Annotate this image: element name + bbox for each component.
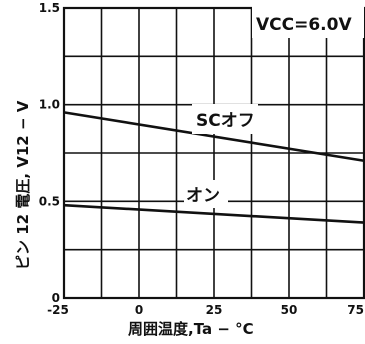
x-tick-label: 50 — [281, 303, 298, 317]
y-tick-labels: 0 0.5 1.0 1.5 — [39, 1, 60, 305]
x-tick-label: 25 — [206, 303, 223, 317]
annotation-vcc: VCC=6.0V — [256, 15, 352, 35]
series-label-on: オン — [186, 186, 220, 206]
y-tick-label: 0 — [52, 291, 60, 305]
series-line-0 — [63, 111, 365, 163]
annotation-box — [252, 4, 364, 38]
y-axis-label: ピン 12 電圧, V12 − V — [14, 100, 32, 270]
series-line-1 — [63, 203, 365, 224]
x-axis-label: 周囲温度,Ta − °C — [128, 320, 254, 338]
y-tick-label: 1.0 — [39, 98, 60, 112]
series-label-sc-off: SCオフ — [196, 111, 255, 131]
x-tick-label: 0 — [135, 303, 143, 317]
x-tick-label: -25 — [47, 303, 69, 317]
x-tick-labels: -25 0 25 50 75 — [47, 303, 364, 317]
plot-frame — [62, 6, 365, 300]
series-lines — [63, 111, 365, 224]
x-tick-label: 75 — [347, 303, 364, 317]
y-tick-label: 1.5 — [39, 1, 60, 15]
y-tick-label: 0.5 — [39, 194, 60, 208]
